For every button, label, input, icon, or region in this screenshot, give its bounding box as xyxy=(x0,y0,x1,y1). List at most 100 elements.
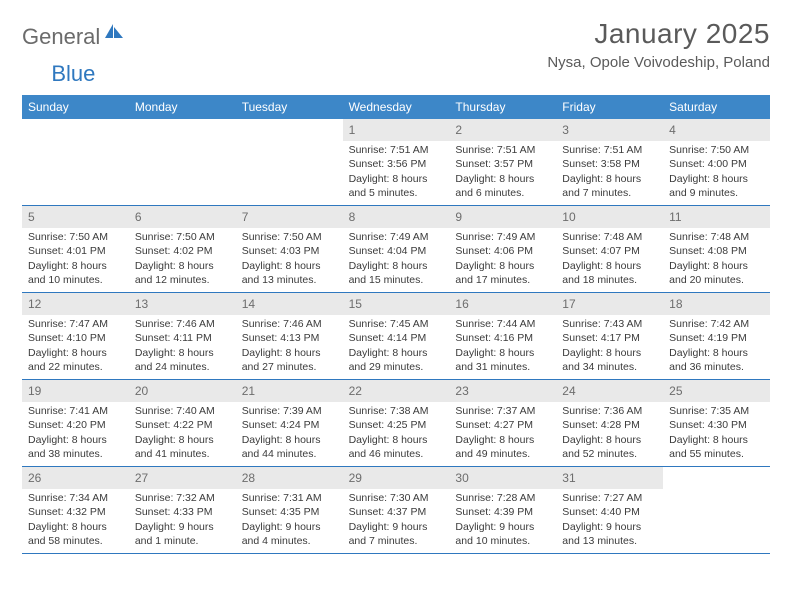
sunset-line: Sunset: 4:27 PM xyxy=(455,418,550,432)
week-row: 5Sunrise: 7:50 AMSunset: 4:01 PMDaylight… xyxy=(22,206,770,293)
sunset-line: Sunset: 3:56 PM xyxy=(349,157,444,171)
day-number: 18 xyxy=(663,293,770,315)
day-number: 2 xyxy=(449,119,556,141)
day-number: 20 xyxy=(129,380,236,402)
sunrise-line: Sunrise: 7:46 AM xyxy=(135,317,230,331)
daylight-line: Daylight: 8 hours and 9 minutes. xyxy=(669,172,764,200)
day-cell: 19Sunrise: 7:41 AMSunset: 4:20 PMDayligh… xyxy=(22,380,129,466)
day-number: 9 xyxy=(449,206,556,228)
daylight-line: Daylight: 8 hours and 38 minutes. xyxy=(28,433,123,461)
empty-cell: . xyxy=(236,119,343,205)
sunrise-line: Sunrise: 7:31 AM xyxy=(242,491,337,505)
day-body: Sunrise: 7:46 AMSunset: 4:13 PMDaylight:… xyxy=(236,317,343,378)
day-cell: 3Sunrise: 7:51 AMSunset: 3:58 PMDaylight… xyxy=(556,119,663,205)
day-body: Sunrise: 7:48 AMSunset: 4:07 PMDaylight:… xyxy=(556,230,663,291)
day-body: Sunrise: 7:38 AMSunset: 4:25 PMDaylight:… xyxy=(343,404,450,465)
day-body: Sunrise: 7:35 AMSunset: 4:30 PMDaylight:… xyxy=(663,404,770,465)
day-number: 1 xyxy=(343,119,450,141)
sunset-line: Sunset: 4:13 PM xyxy=(242,331,337,345)
day-cell: 27Sunrise: 7:32 AMSunset: 4:33 PMDayligh… xyxy=(129,467,236,553)
sunset-line: Sunset: 4:14 PM xyxy=(349,331,444,345)
daylight-line: Daylight: 8 hours and 24 minutes. xyxy=(135,346,230,374)
day-body: Sunrise: 7:51 AMSunset: 3:57 PMDaylight:… xyxy=(449,143,556,204)
day-cell: 5Sunrise: 7:50 AMSunset: 4:01 PMDaylight… xyxy=(22,206,129,292)
day-body: Sunrise: 7:50 AMSunset: 4:03 PMDaylight:… xyxy=(236,230,343,291)
sunset-line: Sunset: 4:32 PM xyxy=(28,505,123,519)
empty-cell: . xyxy=(22,119,129,205)
day-number: 15 xyxy=(343,293,450,315)
daylight-line: Daylight: 8 hours and 41 minutes. xyxy=(135,433,230,461)
day-number: 16 xyxy=(449,293,556,315)
day-cell: 13Sunrise: 7:46 AMSunset: 4:11 PMDayligh… xyxy=(129,293,236,379)
sunrise-line: Sunrise: 7:50 AM xyxy=(135,230,230,244)
day-body: Sunrise: 7:45 AMSunset: 4:14 PMDaylight:… xyxy=(343,317,450,378)
day-number: 26 xyxy=(22,467,129,489)
sunset-line: Sunset: 4:03 PM xyxy=(242,244,337,258)
day-body: Sunrise: 7:31 AMSunset: 4:35 PMDaylight:… xyxy=(236,491,343,552)
day-cell: 15Sunrise: 7:45 AMSunset: 4:14 PMDayligh… xyxy=(343,293,450,379)
sunset-line: Sunset: 4:20 PM xyxy=(28,418,123,432)
day-cell: 26Sunrise: 7:34 AMSunset: 4:32 PMDayligh… xyxy=(22,467,129,553)
sunset-line: Sunset: 3:58 PM xyxy=(562,157,657,171)
sunset-line: Sunset: 4:25 PM xyxy=(349,418,444,432)
sunset-line: Sunset: 4:35 PM xyxy=(242,505,337,519)
sunset-line: Sunset: 4:04 PM xyxy=(349,244,444,258)
sunrise-line: Sunrise: 7:49 AM xyxy=(349,230,444,244)
day-number: 5 xyxy=(22,206,129,228)
day-cell: 8Sunrise: 7:49 AMSunset: 4:04 PMDaylight… xyxy=(343,206,450,292)
brand-part1: General xyxy=(22,24,100,50)
day-cell: 6Sunrise: 7:50 AMSunset: 4:02 PMDaylight… xyxy=(129,206,236,292)
sunrise-line: Sunrise: 7:36 AM xyxy=(562,404,657,418)
daylight-line: Daylight: 8 hours and 55 minutes. xyxy=(669,433,764,461)
day-number: 25 xyxy=(663,380,770,402)
day-body: Sunrise: 7:34 AMSunset: 4:32 PMDaylight:… xyxy=(22,491,129,552)
daylight-line: Daylight: 8 hours and 36 minutes. xyxy=(669,346,764,374)
day-cell: 21Sunrise: 7:39 AMSunset: 4:24 PMDayligh… xyxy=(236,380,343,466)
day-body: Sunrise: 7:44 AMSunset: 4:16 PMDaylight:… xyxy=(449,317,556,378)
day-number: 24 xyxy=(556,380,663,402)
week-row: ...1Sunrise: 7:51 AMSunset: 3:56 PMDayli… xyxy=(22,119,770,206)
day-number: 19 xyxy=(22,380,129,402)
sunset-line: Sunset: 4:16 PM xyxy=(455,331,550,345)
daylight-line: Daylight: 8 hours and 34 minutes. xyxy=(562,346,657,374)
day-number: 8 xyxy=(343,206,450,228)
sunset-line: Sunset: 4:22 PM xyxy=(135,418,230,432)
sunrise-line: Sunrise: 7:47 AM xyxy=(28,317,123,331)
sunset-line: Sunset: 4:33 PM xyxy=(135,505,230,519)
calendar-page: General January 2025 Nysa, Opole Voivode… xyxy=(0,0,792,564)
sunrise-line: Sunrise: 7:27 AM xyxy=(562,491,657,505)
sunrise-line: Sunrise: 7:48 AM xyxy=(562,230,657,244)
calendar-grid: SundayMondayTuesdayWednesdayThursdayFrid… xyxy=(22,95,770,554)
day-cell: 23Sunrise: 7:37 AMSunset: 4:27 PMDayligh… xyxy=(449,380,556,466)
day-number: 3 xyxy=(556,119,663,141)
daylight-line: Daylight: 8 hours and 44 minutes. xyxy=(242,433,337,461)
daylight-line: Daylight: 8 hours and 31 minutes. xyxy=(455,346,550,374)
day-body: Sunrise: 7:47 AMSunset: 4:10 PMDaylight:… xyxy=(22,317,129,378)
day-body: Sunrise: 7:28 AMSunset: 4:39 PMDaylight:… xyxy=(449,491,556,552)
sail-icon xyxy=(103,22,125,40)
dayname-cell: Thursday xyxy=(449,95,556,119)
sunrise-line: Sunrise: 7:46 AM xyxy=(242,317,337,331)
day-number: 29 xyxy=(343,467,450,489)
day-cell: 30Sunrise: 7:28 AMSunset: 4:39 PMDayligh… xyxy=(449,467,556,553)
sunrise-line: Sunrise: 7:48 AM xyxy=(669,230,764,244)
day-number: 11 xyxy=(663,206,770,228)
sunset-line: Sunset: 4:24 PM xyxy=(242,418,337,432)
daylight-line: Daylight: 8 hours and 29 minutes. xyxy=(349,346,444,374)
day-number: 30 xyxy=(449,467,556,489)
day-body: Sunrise: 7:48 AMSunset: 4:08 PMDaylight:… xyxy=(663,230,770,291)
day-cell: 2Sunrise: 7:51 AMSunset: 3:57 PMDaylight… xyxy=(449,119,556,205)
sunset-line: Sunset: 4:11 PM xyxy=(135,331,230,345)
week-row: 12Sunrise: 7:47 AMSunset: 4:10 PMDayligh… xyxy=(22,293,770,380)
dayname-row: SundayMondayTuesdayWednesdayThursdayFrid… xyxy=(22,95,770,119)
day-cell: 24Sunrise: 7:36 AMSunset: 4:28 PMDayligh… xyxy=(556,380,663,466)
day-number: 4 xyxy=(663,119,770,141)
sunrise-line: Sunrise: 7:35 AM xyxy=(669,404,764,418)
day-body: Sunrise: 7:39 AMSunset: 4:24 PMDaylight:… xyxy=(236,404,343,465)
day-number: 27 xyxy=(129,467,236,489)
day-body: Sunrise: 7:36 AMSunset: 4:28 PMDaylight:… xyxy=(556,404,663,465)
sunset-line: Sunset: 4:17 PM xyxy=(562,331,657,345)
day-body: Sunrise: 7:40 AMSunset: 4:22 PMDaylight:… xyxy=(129,404,236,465)
sunset-line: Sunset: 4:07 PM xyxy=(562,244,657,258)
sunrise-line: Sunrise: 7:50 AM xyxy=(242,230,337,244)
